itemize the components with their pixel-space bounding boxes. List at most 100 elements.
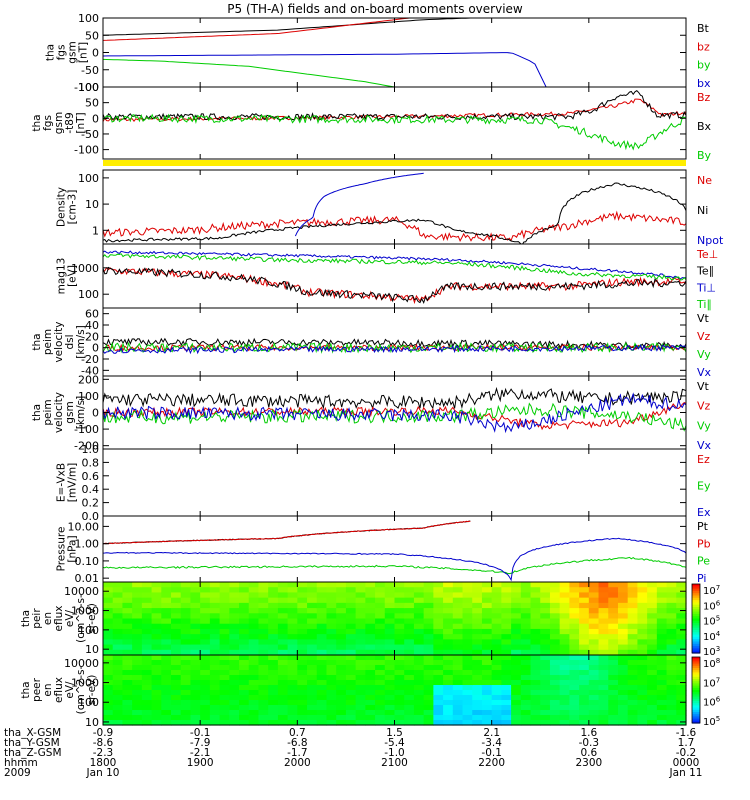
heatmap-cell xyxy=(627,670,639,676)
heatmap-cell xyxy=(462,655,473,661)
heatmap-cell xyxy=(307,597,318,604)
heatmap-cell xyxy=(501,695,512,701)
heatmap-cell xyxy=(355,582,366,588)
heatmap-cell xyxy=(355,690,366,696)
heatmap-cell xyxy=(258,675,269,681)
legend-label: Ey xyxy=(697,480,711,493)
colorbar-segment xyxy=(692,588,700,592)
heatmap-cell xyxy=(287,628,298,635)
heatmap-cell xyxy=(608,690,619,696)
heatmap-cell xyxy=(258,602,269,609)
heatmap-cell xyxy=(452,670,464,676)
heatmap-cell xyxy=(190,608,201,614)
heatmap-cell xyxy=(452,634,464,640)
heatmap-cell xyxy=(666,618,677,625)
heatmap-cell xyxy=(394,597,405,604)
heatmap-cell xyxy=(161,700,172,706)
heatmap-cell xyxy=(190,628,201,635)
y-axis-label: peim xyxy=(42,399,54,425)
heatmap-cell xyxy=(112,670,124,676)
heatmap-cell xyxy=(112,675,124,681)
heatmap-cell xyxy=(103,720,114,726)
heatmap-cell xyxy=(316,587,328,594)
heatmap-cell xyxy=(161,639,172,646)
y-tick-label: -20 xyxy=(81,353,99,366)
heatmap-cell xyxy=(520,700,532,706)
heatmap-cell xyxy=(112,655,124,661)
heatmap-cell xyxy=(676,592,687,599)
heatmap-cell xyxy=(336,670,347,676)
heatmap-cell xyxy=(239,613,250,620)
heatmap-cell xyxy=(637,660,648,666)
heatmap-cell xyxy=(336,634,347,640)
heatmap-cell xyxy=(559,644,570,651)
heatmap-cell xyxy=(277,705,289,711)
heatmap-cell xyxy=(297,655,308,661)
heatmap-cell xyxy=(316,602,328,609)
heatmap-cell xyxy=(171,602,182,609)
heatmap-cell xyxy=(394,592,405,599)
heatmap-cell xyxy=(413,602,425,609)
heatmap-cell xyxy=(122,720,133,726)
time-tick-label: 2300 xyxy=(575,757,602,769)
heatmap-cell xyxy=(112,700,124,706)
heatmap-cell xyxy=(219,715,230,721)
heatmap-cell xyxy=(462,649,473,656)
heatmap-cell xyxy=(239,592,250,599)
heatmap-cell xyxy=(617,700,629,706)
series-line-Te3 xyxy=(103,266,686,305)
heatmap-cell xyxy=(588,695,600,701)
heatmap-cell xyxy=(326,582,337,588)
heatmap-cell xyxy=(316,649,328,656)
heatmap-cell xyxy=(520,597,532,604)
heatmap-cell xyxy=(209,680,221,686)
heatmap-cell xyxy=(433,670,444,676)
heatmap-cell xyxy=(579,690,590,696)
heatmap-cell xyxy=(287,660,298,666)
heatmap-cell xyxy=(666,639,677,646)
time-tick-label: 2100 xyxy=(381,757,408,769)
heatmap-cell xyxy=(540,634,551,640)
heatmap-cell xyxy=(316,597,328,604)
heatmap-cell xyxy=(511,608,522,614)
heatmap-cell xyxy=(637,618,648,625)
heatmap-cell xyxy=(200,613,211,620)
heatmap-cell xyxy=(549,618,561,625)
heatmap-cell xyxy=(540,613,551,620)
heatmap-cell xyxy=(248,655,260,661)
heatmap-cell xyxy=(608,700,619,706)
heatmap-cell xyxy=(132,582,143,588)
heatmap-cell xyxy=(190,665,201,671)
heatmap-cell xyxy=(481,608,493,614)
heatmap-cell xyxy=(307,634,318,640)
heatmap-cell xyxy=(656,685,668,691)
heatmap-cell xyxy=(287,608,298,614)
heatmap-cell xyxy=(637,587,648,594)
heatmap-cell xyxy=(481,710,493,716)
heatmap-cell xyxy=(608,582,619,588)
heatmap-cell xyxy=(423,695,434,701)
heatmap-cell xyxy=(559,690,570,696)
heatmap-cell xyxy=(433,700,444,706)
yellow-strip xyxy=(103,160,686,166)
heatmap-cell xyxy=(530,695,541,701)
heatmap-cell xyxy=(307,613,318,620)
heatmap-cell xyxy=(229,644,240,651)
heatmap-cell xyxy=(345,592,357,599)
heatmap-cell xyxy=(190,587,201,594)
heatmap-cell xyxy=(209,715,221,721)
heatmap-cell xyxy=(316,720,328,726)
heatmap-cell xyxy=(559,705,570,711)
heatmap-cell xyxy=(239,655,250,661)
heatmap-cell xyxy=(190,720,201,726)
heatmap-cell xyxy=(647,618,658,625)
heatmap-cell xyxy=(443,715,454,721)
heatmap-cell xyxy=(491,695,502,701)
heatmap-cell xyxy=(277,608,289,614)
axis-row-value: 2.1 xyxy=(483,727,500,739)
heatmap-cell xyxy=(481,623,493,630)
heatmap-cell xyxy=(481,685,493,691)
heatmap-cell xyxy=(637,628,648,635)
axis-row-value: 1.7 xyxy=(678,737,695,749)
